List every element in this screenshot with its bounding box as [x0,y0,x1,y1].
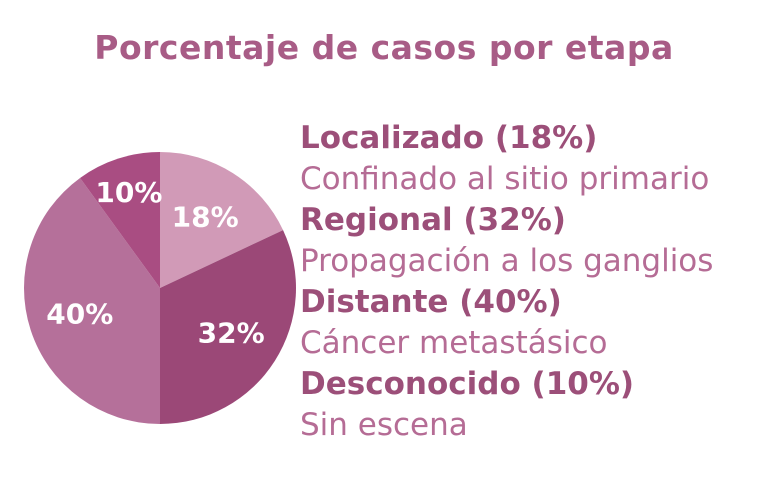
legend-heading: Regional (32%) [300,202,566,238]
legend-item-desconocido: Desconocido (10%) Sin escena [300,364,760,446]
legend-heading: Desconocido (10%) [300,366,635,402]
pie-slice-localizado [160,152,284,288]
legend-item-distante: Distante (40%) Cáncer metastásico [300,282,760,364]
legend-heading: Localizado (18%) [300,120,598,156]
pie-slice-label: 32% [198,317,265,350]
legend-description: Propagación a los ganglios [300,243,714,279]
pie-slices [23,152,297,424]
legend-description: Sin escena [300,407,468,443]
chart-title: Porcentaje de casos por etapa [94,28,674,67]
pie-slice-label: 10% [95,176,162,209]
legend-item-localizado: Localizado (18%) Confinado al sitio prim… [300,118,760,200]
legend-description: Cáncer metastásico [300,325,608,361]
pie-slice-label: 18% [172,200,239,233]
pie-slice-label: 40% [46,298,113,331]
legend-description: Confinado al sitio primario [300,161,710,197]
legend-item-regional: Regional (32%) Propagación a los ganglio… [300,200,760,282]
pie-slice-desconocido [80,152,160,288]
pie-slice-distante [23,177,160,424]
pie-slice-labels: 18% 32% 40% 10% [46,176,264,350]
legend: Localizado (18%) Confinado al sitio prim… [300,118,760,446]
legend-heading: Distante (40%) [300,284,562,320]
pie-slice-regional [160,230,297,424]
